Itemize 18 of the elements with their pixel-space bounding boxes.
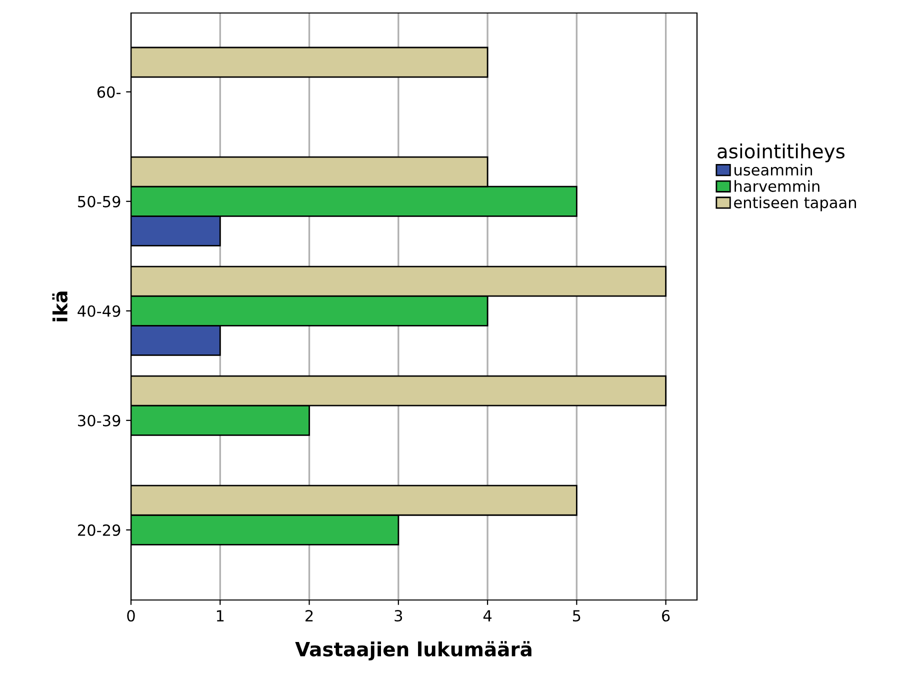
x-tick-label: 6 [662,610,670,622]
x-tick-label: 0 [127,610,135,622]
x-tick-label: 1 [216,610,224,622]
x-tick-label: 2 [306,610,313,622]
y-axis-title: ikä [52,292,68,322]
y-tick-label: 30-39 [78,414,120,426]
legend-label: harvemmin [734,180,820,192]
x-tick-label: 5 [572,610,580,622]
legend-label: entiseen tapaan [734,196,856,212]
legend-title: asiointitiheys [718,143,845,162]
y-tick-label: 60- [97,86,121,98]
y-tick-label: 20-29 [78,524,120,536]
x-tick-label: 4 [483,610,492,622]
x-axis-title: Vastaajien lukumäärä [295,641,532,660]
y-tick-label: 50-59 [78,196,120,208]
y-tick-label: 40-49 [78,305,120,317]
x-tick-label: 3 [394,610,402,622]
legend-label: useammin [734,164,812,176]
